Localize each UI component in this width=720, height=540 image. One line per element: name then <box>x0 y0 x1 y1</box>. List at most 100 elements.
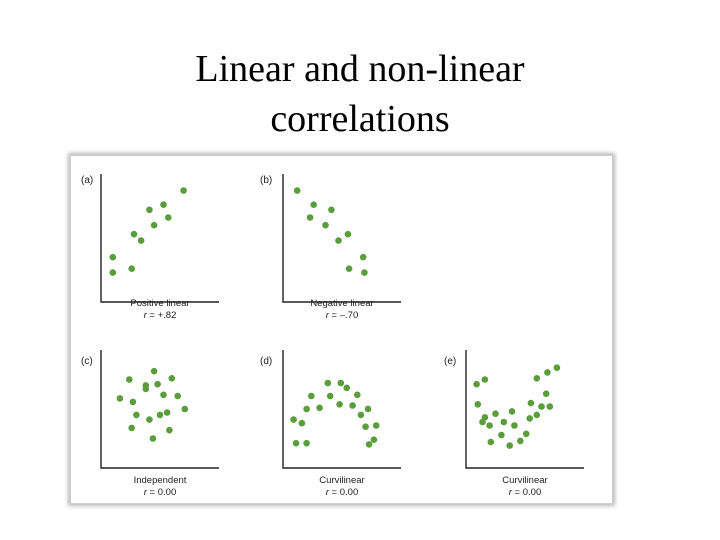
data-point <box>522 430 530 438</box>
correlation-value: r = +.82 <box>144 310 177 321</box>
data-point <box>168 375 176 382</box>
r-symbol: r <box>144 487 148 498</box>
data-point <box>328 206 335 214</box>
data-point <box>372 422 380 429</box>
data-point <box>310 201 317 208</box>
data-point <box>150 367 158 375</box>
data-point <box>473 380 480 388</box>
data-point <box>181 405 189 413</box>
data-point <box>357 411 365 419</box>
data-point <box>326 392 334 400</box>
data-point <box>154 380 161 388</box>
r-symbol: r <box>509 487 513 498</box>
data-point <box>165 214 172 221</box>
data-point <box>553 364 561 371</box>
data-point <box>533 411 541 419</box>
data-point <box>129 398 137 406</box>
data-point <box>133 411 140 419</box>
data-point <box>517 437 524 445</box>
data-point <box>492 410 499 417</box>
data-point <box>361 269 368 276</box>
data-point <box>156 411 164 419</box>
correlation-figure: (a) Positive linear r = +.82 (b) Negative li… <box>70 155 613 504</box>
data-point <box>337 379 345 387</box>
data-point <box>349 402 356 409</box>
r-symbol: r <box>326 310 330 321</box>
data-point <box>481 376 489 383</box>
data-point <box>487 438 495 446</box>
data-point <box>166 426 173 434</box>
panel-label: (e) <box>444 356 456 367</box>
data-point <box>486 422 493 429</box>
data-point <box>354 391 361 399</box>
axis-lines <box>100 174 219 303</box>
data-point <box>292 439 300 447</box>
data-point <box>324 379 332 387</box>
data-point <box>303 439 310 447</box>
data-point <box>500 418 508 426</box>
data-point <box>149 435 157 442</box>
data-point <box>544 369 551 376</box>
data-point <box>546 403 554 410</box>
panel-caption: Curvilinear <box>502 475 547 486</box>
data-point <box>527 399 535 407</box>
data-point <box>146 206 153 214</box>
data-point <box>180 187 187 194</box>
slide-title-line1: Linear and non-linear <box>195 48 525 90</box>
slide-title-line2: correlations <box>270 98 450 140</box>
r-value: = 0.00 <box>147 487 176 498</box>
data-point <box>498 431 505 439</box>
correlation-value: r = 0.00 <box>509 487 542 498</box>
data-point <box>365 441 373 448</box>
data-point <box>146 416 153 423</box>
data-point <box>335 237 342 244</box>
panel-caption: Independent <box>134 475 187 486</box>
panel-label: (c) <box>81 356 93 367</box>
data-point <box>290 416 297 423</box>
data-point <box>303 405 310 413</box>
data-point <box>511 422 518 429</box>
data-point <box>533 375 541 382</box>
data-point <box>298 419 306 427</box>
correlation-value: r = 0.00 <box>144 487 177 498</box>
r-value: = 0.00 <box>329 487 358 498</box>
data-point <box>128 424 135 432</box>
data-point <box>130 230 138 238</box>
data-point <box>345 265 353 272</box>
r-value: = –.70 <box>329 310 358 321</box>
data-point <box>128 265 135 272</box>
panel-label: (a) <box>81 175 93 186</box>
axis-lines <box>465 350 584 469</box>
axis-lines <box>100 350 219 469</box>
data-point <box>506 442 513 449</box>
panel-label: (b) <box>260 175 272 186</box>
data-point <box>142 382 150 389</box>
data-point <box>542 390 550 397</box>
data-point <box>160 391 167 399</box>
data-point <box>163 409 171 416</box>
data-point <box>150 221 158 229</box>
panel-caption: Curvilinear <box>319 475 364 486</box>
data-point <box>174 392 181 400</box>
data-point <box>364 405 372 413</box>
data-point <box>306 214 314 221</box>
axis-lines <box>282 350 401 469</box>
data-point <box>538 403 545 410</box>
data-point <box>126 376 133 383</box>
axis-lines <box>282 174 401 303</box>
data-point <box>370 436 378 444</box>
data-point <box>526 415 533 422</box>
data-point <box>344 230 352 238</box>
data-point <box>359 253 367 261</box>
data-point <box>160 201 167 208</box>
data-point <box>116 395 124 402</box>
data-point <box>109 269 117 276</box>
data-point <box>362 423 369 431</box>
r-value: = 0.00 <box>512 487 541 498</box>
